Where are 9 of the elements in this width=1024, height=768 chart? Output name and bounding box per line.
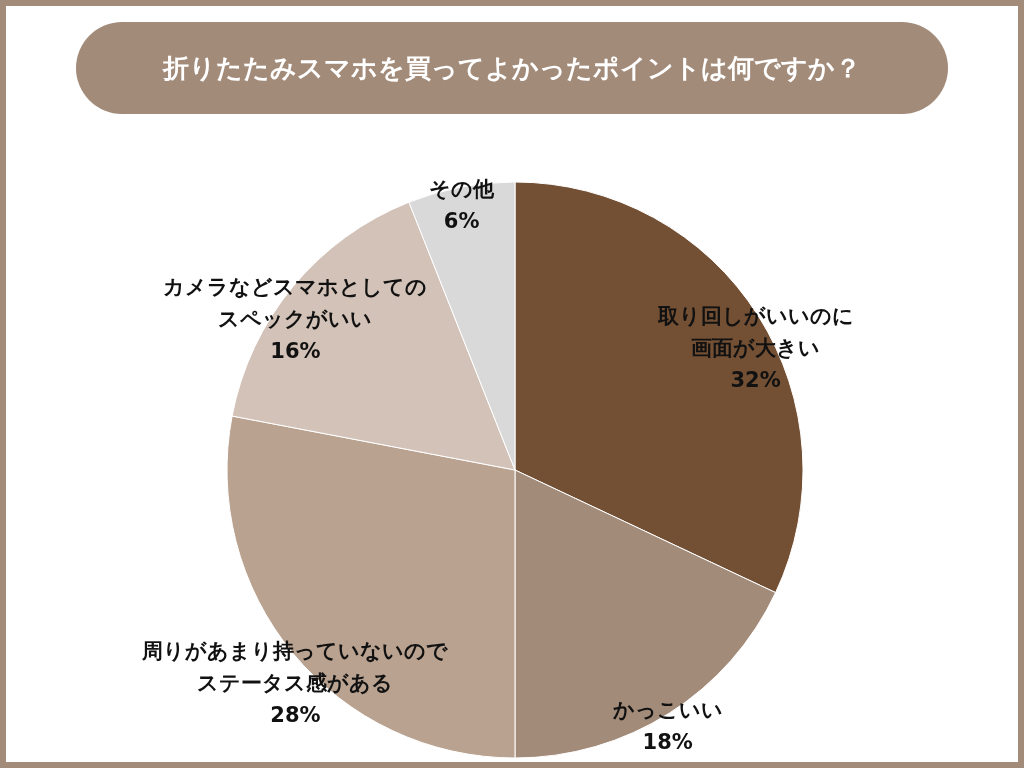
data-label: 16% [270,339,321,364]
slice-label: 周りがあまり持っていないのでステータス感がある [141,638,449,695]
data-label: 18% [642,729,693,754]
data-label: 6% [443,209,480,234]
data-label: 28% [270,702,321,727]
slice-label: カメラなどスマホとしてのスペックがいい [163,275,428,332]
slice-label: その他 [429,177,496,202]
data-label: 32% [730,368,781,393]
chart-title: 折りたたみスマホを買ってよかったポイントは何ですか？ [76,22,948,114]
